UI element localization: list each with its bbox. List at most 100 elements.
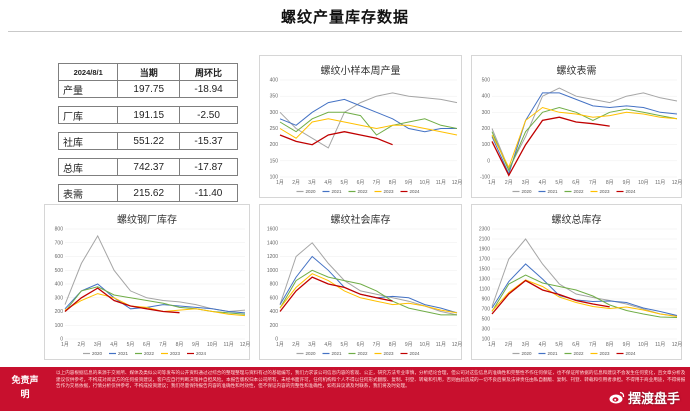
x-tick-label: 10月 <box>207 342 218 348</box>
x-tick-label: 4月 <box>539 180 547 186</box>
y-tick-label: 200 <box>55 309 64 315</box>
series-line-2023 <box>279 118 458 139</box>
y-tick-label: 1500 <box>479 267 490 273</box>
legend-label: 2022 <box>574 351 585 356</box>
y-tick-label: 200 <box>270 142 279 148</box>
disclaimer-label: 免责声明 <box>11 375 39 399</box>
legend-label: 2023 <box>600 189 611 194</box>
x-tick-label: 7月 <box>159 342 167 348</box>
y-tick-label: 200 <box>270 323 279 329</box>
row-change: -17.87 <box>179 158 238 176</box>
row-spacer <box>58 97 238 107</box>
y-tick-label: 100 <box>270 175 279 181</box>
x-tick-label: 9月 <box>405 180 413 186</box>
y-tick-label: 250 <box>270 126 279 132</box>
legend-label: 2021 <box>332 189 343 194</box>
legend-label: 2022 <box>144 351 155 356</box>
x-tick-label: 7月 <box>373 180 381 186</box>
x-tick-label: 1月 <box>276 180 284 186</box>
legend-label: 2024 <box>626 189 637 194</box>
social-inventory-chart: 螺纹社会库存 1600 1400 1200 1000 800 600 400 200 0 1月 2月… <box>259 204 462 360</box>
y-tick-label: 700 <box>482 307 491 313</box>
legend-label: 2020 <box>522 189 533 194</box>
x-tick-label: 1月 <box>488 342 496 348</box>
y-tick-label: 500 <box>482 78 491 84</box>
summary-header-row: 2024/8/1 当期 周环比 <box>57 63 238 81</box>
x-tick-label: 9月 <box>623 180 631 186</box>
x-tick-label: 12月 <box>452 180 463 186</box>
legend-label: 2023 <box>384 351 395 356</box>
legend-label: 2022 <box>358 351 369 356</box>
row-current: 742.37 <box>117 158 181 176</box>
watermark: 摆渡盘手 <box>609 388 680 407</box>
y-tick-label: 500 <box>55 268 64 274</box>
x-tick-label: 2月 <box>505 342 513 348</box>
x-tick-label: 4月 <box>324 180 332 186</box>
legend-label: 2021 <box>118 351 129 356</box>
summary-row: 社库 551.22 -15.37 <box>57 132 238 150</box>
row-current: 215.62 <box>117 184 181 202</box>
y-tick-label: 900 <box>482 297 491 303</box>
y-tick-label: 350 <box>270 94 279 100</box>
x-tick-label: 3月 <box>94 342 102 348</box>
x-tick-label: 9月 <box>405 342 413 348</box>
series-line-2023 <box>491 106 678 169</box>
disclaimer-bar: 免责声明 以上内容根据信息的来源于交易所、媒体及类似公司等发布的公开资料通过过综… <box>0 367 690 411</box>
legend-label: 2024 <box>410 189 421 194</box>
x-tick-label: 1月 <box>488 180 496 186</box>
x-tick-label: 2月 <box>505 180 513 186</box>
x-tick-label: 1月 <box>276 342 284 348</box>
x-tick-label: 5月 <box>555 342 563 348</box>
x-tick-label: 6月 <box>143 342 151 348</box>
legend-label: 2023 <box>384 189 395 194</box>
y-tick-label: 1600 <box>267 227 278 233</box>
series-line-2020 <box>279 92 458 149</box>
summary-row: 表需 215.62 -11.40 <box>57 184 238 202</box>
x-tick-label: 8月 <box>606 342 614 348</box>
summary-col-change: 周环比 <box>179 63 238 81</box>
series-line-2022 <box>491 274 678 318</box>
row-current: 197.75 <box>117 80 181 98</box>
chart-title: 螺纹钢厂库存 <box>117 215 177 226</box>
x-tick-label: 5月 <box>340 180 348 186</box>
series-line-2021 <box>491 92 678 176</box>
legend-label: 2020 <box>92 351 103 356</box>
series-line-2022 <box>491 106 678 172</box>
x-tick-label: 10月 <box>638 342 649 348</box>
row-label: 表需 <box>57 184 119 202</box>
x-tick-label: 7月 <box>373 342 381 348</box>
chart-title: 螺纹社会库存 <box>330 215 391 226</box>
y-tick-label: 300 <box>55 295 64 301</box>
summary-row: 厂库 191.15 -2.50 <box>57 106 238 124</box>
series-line-2024 <box>64 287 180 314</box>
series-line-2023 <box>64 293 246 317</box>
x-tick-label: 10月 <box>638 180 649 186</box>
y-tick-label: 400 <box>270 309 279 315</box>
y-tick-label: 0 <box>60 337 63 343</box>
legend-label: 2021 <box>548 189 559 194</box>
legend-label: 2022 <box>358 189 369 194</box>
x-tick-label: 5月 <box>127 342 135 348</box>
production-chart: 螺纹小样本周产量 400 350 300 250 200 150 100 1月 2月 3月 4月 5月… <box>259 55 462 198</box>
legend-label: 2024 <box>196 351 207 356</box>
y-tick-label: 400 <box>270 78 279 84</box>
legend-label: 2022 <box>574 189 585 194</box>
x-tick-label: 10月 <box>420 342 431 348</box>
x-tick-label: 11月 <box>655 180 665 186</box>
y-tick-label: 1700 <box>479 257 490 263</box>
y-tick-label: 400 <box>482 94 491 100</box>
row-spacer <box>58 175 238 185</box>
x-tick-label: 8月 <box>389 180 397 186</box>
x-tick-label: 4月 <box>539 342 547 348</box>
apparent-demand-chart: 螺纹表需 500 400 300 200 100 0 -100 1月 2月 3月 4月 5月 6月 7月 8… <box>471 55 682 198</box>
watermark-text: 摆渡盘手 <box>627 391 680 406</box>
x-tick-label: 8月 <box>606 180 614 186</box>
series-line-2021 <box>279 255 458 314</box>
y-tick-label: 2100 <box>479 237 490 243</box>
legend-label: 2021 <box>548 351 559 356</box>
series-line-2021 <box>64 283 246 314</box>
x-tick-label: 12月 <box>452 342 463 348</box>
y-tick-label: 1300 <box>479 277 490 283</box>
series-line-2024 <box>279 276 393 312</box>
y-tick-label: 150 <box>270 158 279 164</box>
